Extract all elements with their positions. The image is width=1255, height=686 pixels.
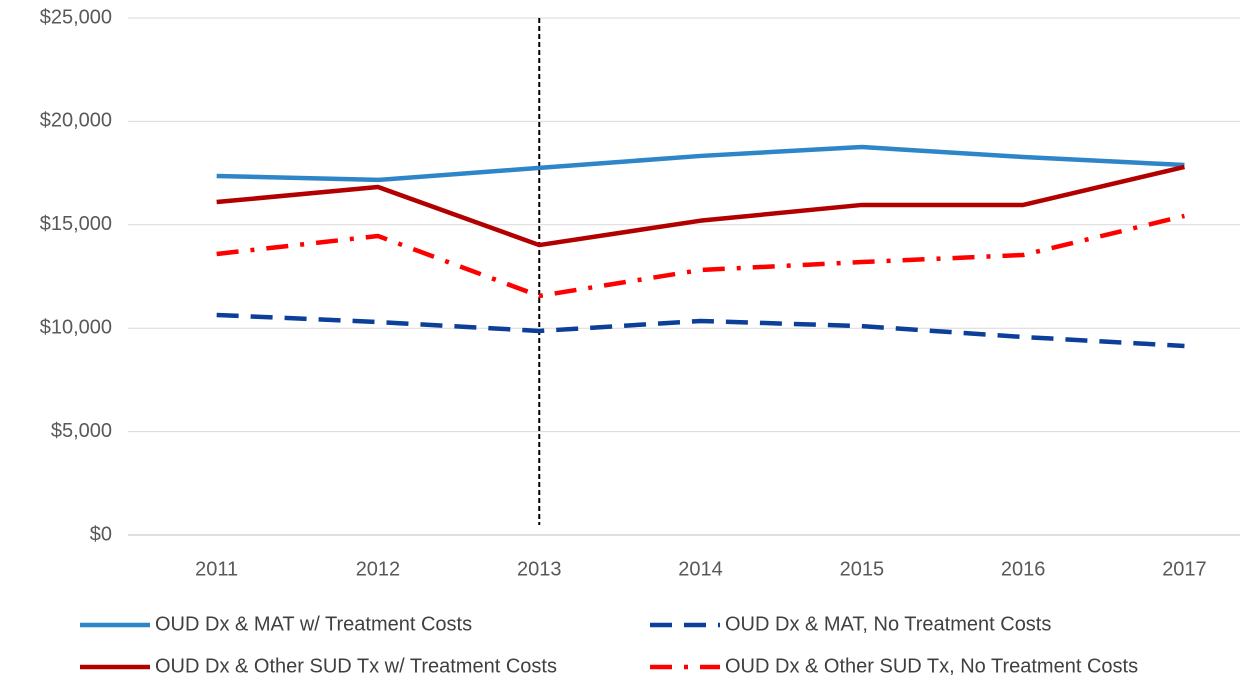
y-tick-label: $25,000 <box>40 6 112 28</box>
x-tick-label: 2016 <box>1001 558 1046 580</box>
legend-label: OUD Dx & Other SUD Tx, No Treatment Cost… <box>725 655 1138 677</box>
x-tick-label: 2012 <box>356 558 401 580</box>
legend-label: OUD Dx & MAT w/ Treatment Costs <box>155 613 472 635</box>
x-tick-label: 2011 <box>195 558 238 580</box>
y-tick-label: $0 <box>90 523 112 545</box>
y-tick-label: $5,000 <box>51 420 112 442</box>
x-tick-label: 2015 <box>840 558 885 580</box>
legend-label: OUD Dx & MAT, No Treatment Costs <box>725 613 1051 635</box>
x-tick-label: 2014 <box>678 558 723 580</box>
y-tick-label: $10,000 <box>40 316 112 338</box>
series-line <box>216 144 1185 183</box>
legend-label: OUD Dx & Other SUD Tx w/ Treatment Costs <box>155 655 557 677</box>
y-tick-label: $15,000 <box>40 213 112 235</box>
series-line <box>216 164 1185 248</box>
y-tick-label: $20,000 <box>40 110 112 132</box>
series-line <box>216 213 1185 299</box>
x-tick-label: 2017 <box>1162 558 1207 580</box>
series-line <box>216 312 1185 349</box>
x-tick-label: 2013 <box>517 558 562 580</box>
